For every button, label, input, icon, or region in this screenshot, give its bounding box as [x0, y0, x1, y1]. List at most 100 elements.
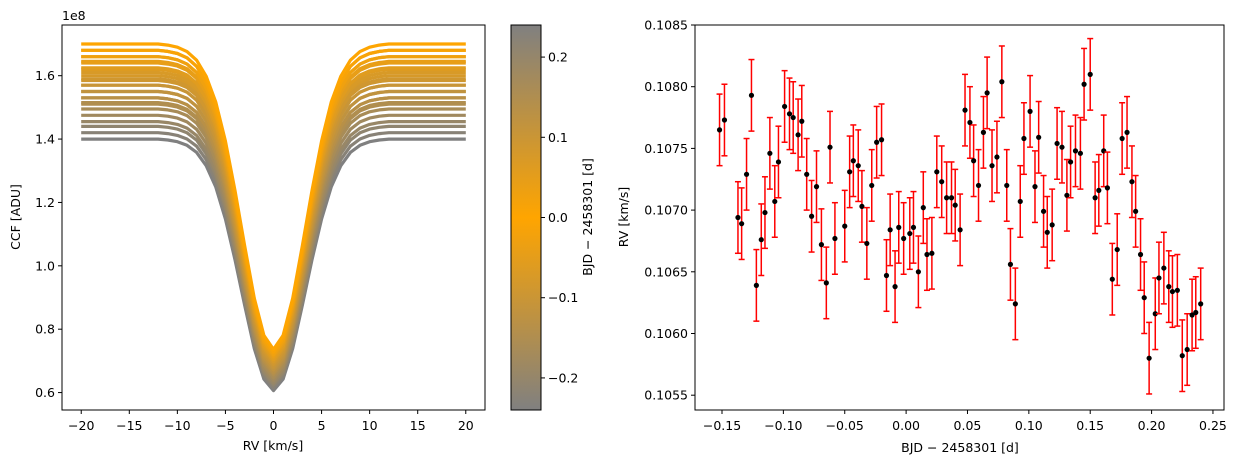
rv-marker [924, 251, 930, 258]
colorbar-tick-label: 0.0 [548, 210, 568, 225]
rv-data-point [1054, 106, 1061, 180]
rv-data-point [1081, 47, 1088, 121]
rv-marker [1049, 222, 1055, 228]
rv-data-point [1132, 174, 1139, 248]
y-tick-label: 1.2 [35, 195, 55, 210]
rv-marker [975, 182, 982, 189]
rv-marker [1141, 295, 1147, 301]
ccf-curve [81, 59, 466, 359]
colorbar-tick-label: 0.1 [548, 130, 568, 145]
y-tick-label: 0.1060 [644, 326, 688, 341]
rv-data-point [1100, 114, 1107, 188]
ccf-curve [81, 48, 466, 354]
x-tick-label: 15 [410, 418, 426, 433]
rv-data-point [748, 58, 755, 132]
rv-marker [887, 227, 893, 233]
rv-data-point [1020, 101, 1027, 176]
rv-data-point [1146, 321, 1153, 395]
rv-data-point [761, 176, 768, 250]
rv-marker [920, 205, 926, 211]
rv-data-point [1124, 95, 1131, 169]
rv-data-point [980, 95, 987, 169]
rv-marker [1040, 208, 1047, 214]
rv-marker [743, 171, 750, 177]
ccf-y-ticks: 0.6 0.8 1.0 1.2 1.4 1.6 [35, 68, 62, 400]
colorbar-tick-label: 0.2 [548, 50, 568, 65]
ccf-x-ticks: −20 −15 −10 −5 0 5 10 15 20 [68, 410, 474, 433]
rv-marker [1087, 71, 1093, 77]
rv-data-point [1141, 261, 1148, 335]
rv-marker [1027, 108, 1033, 114]
x-tick-label: 0.10 [1015, 418, 1043, 433]
rv-marker [1032, 184, 1038, 190]
rv-marker [735, 214, 741, 221]
rv-data-point [952, 168, 959, 242]
rv-data-point [883, 238, 890, 313]
y-tick-label: 0.1065 [644, 264, 688, 279]
rv-data-point [1174, 253, 1181, 327]
rv-marker [859, 203, 865, 209]
ccf-x-axis-label: RV [km/s] [243, 438, 303, 453]
rv-data-point [786, 77, 793, 151]
rv-marker [1198, 301, 1204, 307]
y-tick-label: 0.8 [35, 322, 55, 337]
y-tick-label: 0.1080 [644, 79, 688, 94]
rv-data-point [1017, 164, 1024, 238]
rv-marker [847, 169, 853, 175]
rv-marker [1077, 150, 1083, 156]
rv-marker [1166, 284, 1172, 290]
rv-marker [874, 139, 880, 145]
rv-marker [869, 182, 875, 189]
x-tick-label: −0.10 [764, 418, 802, 433]
rv-data-point [790, 81, 797, 155]
rv-data-point [1072, 114, 1079, 188]
colorbar-label: BJD − 2458301 [d] [580, 158, 595, 276]
rv-data-point [906, 197, 913, 271]
rv-marker [1104, 185, 1110, 191]
rv-marker [971, 158, 977, 164]
rv-marker [1021, 135, 1027, 142]
rv-marker [934, 169, 940, 175]
rv-x-ticks: −0.15 −0.10 −0.05 0.00 0.05 0.10 0.15 0.20 0.25 [703, 410, 1227, 433]
rv-marker [957, 227, 963, 233]
rv-data-point [1087, 37, 1094, 111]
ccf-curve [81, 124, 466, 387]
rv-data-point [1031, 150, 1038, 224]
rv-marker [878, 137, 885, 143]
ccf-curve [81, 113, 466, 382]
x-tick-label: 20 [458, 418, 474, 433]
rv-marker [823, 280, 829, 286]
rv-marker [775, 159, 782, 165]
rv-data-point [771, 164, 778, 238]
rv-data-point [1058, 110, 1065, 184]
rv-marker [989, 163, 995, 169]
rv-data-point [1128, 145, 1135, 219]
rv-marker [948, 195, 955, 201]
x-tick-label: −10 [164, 418, 190, 433]
ccf-curve [81, 78, 466, 367]
colorbar-gradient [510, 24, 542, 411]
rv-data-point [938, 145, 945, 219]
x-tick-label: −15 [116, 418, 142, 433]
ccf-curve [81, 70, 466, 364]
rv-data-point [738, 187, 745, 261]
ccf-curve [81, 89, 466, 372]
rv-data-point [878, 103, 885, 177]
rv-marker [999, 79, 1005, 85]
rv-data-point [1044, 195, 1051, 269]
rv-data-point [962, 73, 969, 147]
rv-marker [901, 235, 907, 242]
y-tick-label: 0.6 [35, 385, 55, 400]
rv-data-point [1109, 242, 1116, 316]
rv-data-point [1035, 100, 1042, 174]
x-tick-label: 0.20 [1138, 418, 1166, 433]
rv-marker [758, 237, 764, 243]
rv-marker [1169, 288, 1176, 295]
rv-marker [929, 250, 935, 256]
rv-data-point [1067, 125, 1074, 199]
rv-data-point [920, 171, 927, 245]
rv-marker [1174, 287, 1180, 293]
rv-data-point [948, 161, 955, 235]
rv-marker [1152, 311, 1158, 317]
rv-marker [827, 144, 833, 150]
